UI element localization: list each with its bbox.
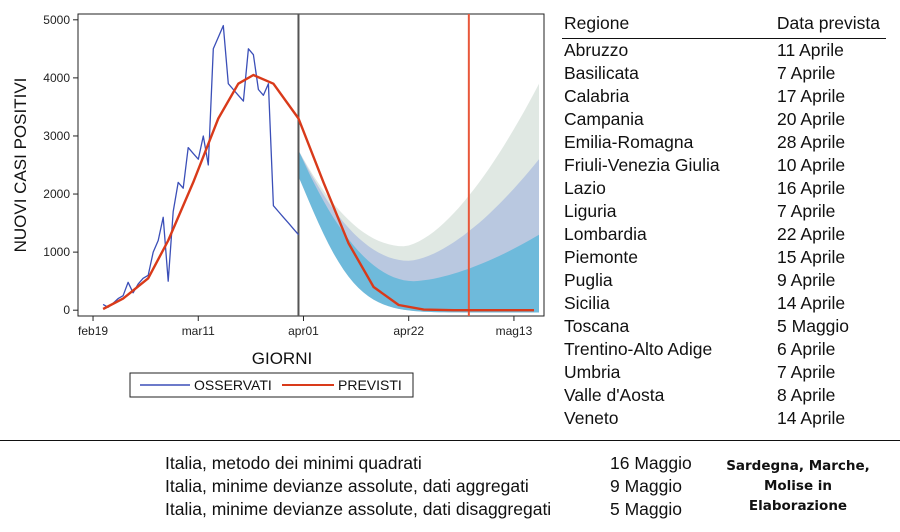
table-row: Puglia 9 Aprile — [562, 269, 886, 292]
region-date: 5 Maggio — [777, 316, 850, 336]
region-date: 6 Aprile — [777, 339, 836, 359]
region-name: Liguria — [564, 201, 617, 221]
italy-method: Italia, minime devianze assolute, dati d… — [165, 499, 552, 519]
region-name: Abruzzo — [564, 40, 629, 60]
table-row: Abruzzo 11 Aprile — [562, 39, 886, 62]
table-row: Emilia-Romagna 28 Aprile — [562, 131, 886, 154]
italy-forecasts: Italia, metodo dei minimi quadrati 16 Mag… — [165, 452, 720, 521]
forecast-bands — [298, 83, 539, 313]
table-row: Piemonte 15 Aprile — [562, 246, 886, 269]
table-row: Liguria 7 Aprile — [562, 200, 886, 223]
region-name: Calabria — [564, 86, 630, 106]
series-lines — [102, 24, 534, 312]
y-tick-label: 2000 — [43, 187, 70, 201]
italy-row: Italia, metodo dei minimi quadrati 16 Mag… — [165, 452, 720, 475]
region-date: 16 Aprile — [777, 178, 846, 198]
region-date: 14 Aprile — [777, 293, 846, 313]
x-tick-label: feb19 — [78, 324, 108, 338]
x-tick-label: mag13 — [496, 324, 533, 338]
y-tick-label: 3000 — [43, 129, 70, 143]
region-date: 7 Aprile — [777, 63, 836, 83]
y-axis-title: NUOVI CASI POSITIVI — [11, 78, 30, 253]
table-row: Valle d'Aosta 8 Aprile — [562, 384, 886, 407]
table-row: Friuli-Venezia Giulia 10 Aprile — [562, 154, 886, 177]
italy-date: 9 Maggio — [610, 476, 682, 496]
italy-date: 5 Maggio — [610, 499, 682, 519]
header-region: Regione — [564, 12, 630, 33]
table-row: Toscana 5 Maggio — [562, 315, 886, 338]
header-date: Data prevista — [776, 12, 880, 33]
table-row: Calabria 17 Aprile — [562, 85, 886, 108]
vertical-markers — [297, 14, 470, 316]
region-name: Puglia — [564, 270, 613, 290]
y-axis: 0 1000 2000 3000 4000 5000 — [43, 13, 78, 317]
band-inner — [298, 150, 539, 313]
region-date: 9 Aprile — [777, 270, 836, 290]
italy-method: Italia, minime devianze assolute, dati a… — [165, 476, 529, 496]
italy-row: Italia, minime devianze assolute, dati a… — [165, 475, 720, 498]
epidemic-chart: 0 1000 2000 3000 4000 5000 feb19 mar11 apr01 apr… — [11, 13, 545, 398]
region-date: 28 Aprile — [777, 132, 846, 152]
table-row: Sicilia 14 Aprile — [562, 292, 886, 315]
region-name: Umbria — [564, 362, 621, 382]
region-name: Friuli-Venezia Giulia — [564, 155, 720, 175]
y-tick-label: 0 — [63, 303, 70, 317]
table-row: Lombardia 22 Aprile — [562, 223, 886, 246]
table-body: Abruzzo 11 Aprile Basilicata 7 Aprile Calabr… — [562, 39, 886, 430]
legend-label-observed: OSSERVATI — [194, 377, 272, 393]
legend-label-predicted: PREVISTI — [338, 377, 402, 393]
y-tick-label: 1000 — [43, 245, 70, 259]
region-date: 7 Aprile — [777, 201, 836, 221]
table-header: Regione Data prevista — [562, 8, 886, 39]
table-row: Campania 20 Aprile — [562, 108, 886, 131]
table-row: Umbria 7 Aprile — [562, 361, 886, 384]
italy-method: Italia, metodo dei minimi quadrati — [165, 453, 422, 473]
x-axis-title: GIORNI — [252, 349, 312, 368]
region-name: Emilia-Romagna — [564, 132, 694, 152]
legend: OSSERVATI PREVISTI — [129, 372, 414, 398]
note-line-3: Elaborazione — [748, 498, 848, 514]
region-name: Trentino-Alto Adige — [564, 339, 713, 359]
region-date: 22 Aprile — [777, 224, 846, 244]
series-predicted-line — [102, 73, 534, 312]
region-name: Piemonte — [564, 247, 638, 267]
y-tick-label: 5000 — [43, 13, 70, 27]
region-name: Lombardia — [564, 224, 647, 244]
italy-row: Italia, minime devianze assolute, dati d… — [165, 498, 720, 521]
divider — [0, 440, 900, 441]
region-date: 14 Aprile — [777, 408, 846, 428]
region-date: 11 Aprile — [777, 40, 844, 60]
y-tick-label: 4000 — [43, 71, 70, 85]
region-date: 15 Aprile — [777, 247, 846, 267]
region-name: Toscana — [564, 316, 630, 336]
region-date: 20 Aprile — [777, 109, 846, 129]
table-row: Trentino-Alto Adige 6 Aprile — [562, 338, 886, 361]
x-tick-label: mar11 — [182, 324, 215, 338]
x-tick-label: apr22 — [393, 324, 424, 338]
region-date: 10 Aprile — [777, 155, 846, 175]
region-name: Lazio — [564, 178, 606, 198]
table-row: Veneto 14 Aprile — [562, 407, 886, 430]
region-name: Veneto — [564, 408, 619, 428]
italy-date: 16 Maggio — [610, 453, 692, 473]
note-elaborazione: Sardegna, Marche, Molise in Elaborazione — [708, 456, 888, 516]
x-axis: feb19 mar11 apr01 apr22 mag13 — [78, 316, 533, 338]
region-date: 8 Aprile — [777, 385, 836, 405]
note-line-2: Molise in — [763, 478, 833, 494]
region-name: Sicilia — [564, 293, 610, 313]
region-name: Valle d'Aosta — [564, 385, 665, 405]
region-name: Campania — [564, 109, 644, 129]
region-table: Regione Data prevista Abruzzo 11 Aprile Ba… — [562, 8, 886, 430]
table-row: Lazio 16 Aprile — [562, 177, 886, 200]
region-date: 17 Aprile — [777, 86, 846, 106]
x-tick-label: apr01 — [288, 324, 319, 338]
region-name: Basilicata — [564, 63, 639, 83]
table-row: Basilicata 7 Aprile — [562, 62, 886, 85]
note-line-1: Sardegna, Marche, — [726, 458, 870, 474]
region-date: 7 Aprile — [777, 362, 836, 382]
